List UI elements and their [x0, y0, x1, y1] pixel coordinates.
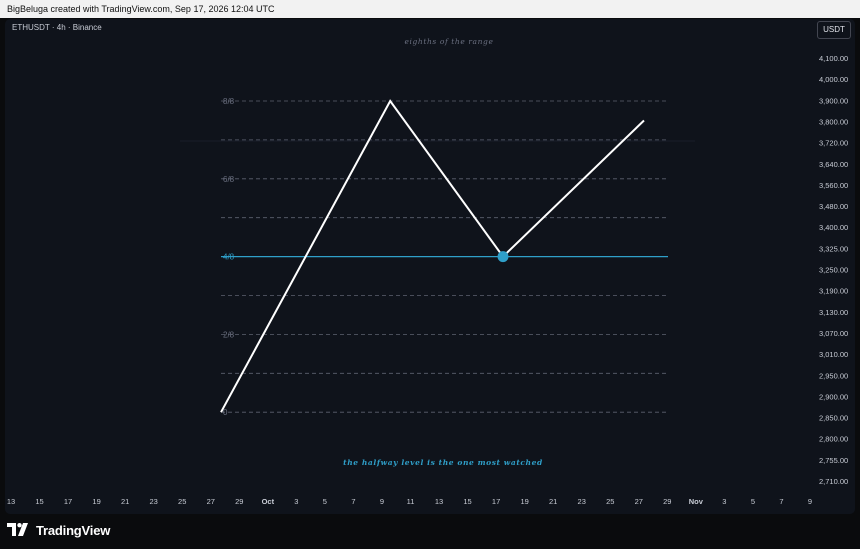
y-tick-label: 3,130.00 — [819, 308, 848, 317]
x-tick-label: 15 — [463, 497, 471, 506]
chart-title: eighths of the range — [404, 37, 493, 46]
y-tick-label: 4,100.00 — [819, 54, 848, 63]
y-tick-label: 2,850.00 — [819, 414, 848, 423]
x-tick-label: Oct — [262, 497, 275, 506]
y-tick-label: 3,325.00 — [819, 244, 848, 253]
series-line-0 — [220, 99, 645, 413]
y-tick-label: 4,000.00 — [819, 75, 848, 84]
y-tick-label: 2,710.00 — [819, 477, 848, 486]
x-tick-label: 17 — [492, 497, 500, 506]
brand-text: TradingView — [36, 522, 111, 538]
x-tick-label: 5 — [751, 497, 755, 506]
y-tick-label: 3,480.00 — [819, 202, 848, 211]
x-tick-label: 25 — [606, 497, 614, 506]
level-label: 6/8 — [223, 175, 235, 184]
x-tick-label: 29 — [235, 497, 243, 506]
level-label: 0 — [223, 408, 228, 417]
x-tick-label: 3 — [722, 497, 726, 506]
halfway-marker — [497, 251, 509, 263]
x-tick-label: 19 — [520, 497, 528, 506]
footer-brand: TradingView — [7, 521, 110, 539]
x-tick-label: 27 — [635, 497, 643, 506]
x-tick-label: 3 — [294, 497, 298, 506]
level-label: 8/8 — [223, 97, 235, 106]
level-label: 4/8 — [223, 253, 235, 262]
y-tick-label: 3,010.00 — [819, 350, 848, 359]
x-tick-label: 9 — [808, 497, 812, 506]
attribution-text: BigBeluga created with TradingView.com, … — [7, 4, 275, 14]
y-tick-label: 2,950.00 — [819, 371, 848, 380]
x-tick-label: 29 — [663, 497, 671, 506]
y-tick-label: 3,640.00 — [819, 160, 848, 169]
x-tick-label: 7 — [779, 497, 783, 506]
y-tick-label: 3,560.00 — [819, 181, 848, 190]
x-tick-label: 7 — [351, 497, 355, 506]
x-tick-label: 25 — [178, 497, 186, 506]
y-tick-label: 2,900.00 — [819, 392, 848, 401]
x-tick-label: 9 — [380, 497, 384, 506]
x-tick-label: Nov — [689, 497, 704, 506]
x-tick-label: 23 — [150, 497, 158, 506]
symbol-label[interactable]: ETHUSDT · 4h · Binance — [12, 23, 102, 32]
tradingview-logo-icon — [7, 523, 28, 536]
x-tick-label: 21 — [121, 497, 129, 506]
y-tick-label: 2,800.00 — [819, 435, 848, 444]
price-series — [220, 99, 645, 413]
x-tick-label: 13 — [435, 497, 443, 506]
price-axis[interactable]: 4,100.00 4,000.00 3,900.00 3,800.00 3,720.00… — [819, 54, 848, 486]
y-tick-label: 3,800.00 — [819, 117, 848, 126]
x-tick-label: 21 — [549, 497, 557, 506]
y-tick-label: 3,900.00 — [819, 96, 848, 105]
x-tick-label: 13 — [7, 497, 15, 506]
currency-button[interactable]: USDT — [817, 21, 851, 39]
x-tick-label: 5 — [323, 497, 327, 506]
x-tick-label: 17 — [64, 497, 72, 506]
chart-panel[interactable]: ETHUSDT · 4h · Binance USDT — [5, 19, 855, 514]
x-tick-label: 23 — [578, 497, 586, 506]
y-tick-label: 3,190.00 — [819, 287, 848, 296]
x-tick-label: 19 — [92, 497, 100, 506]
range-levels: 8/8 6/8 4/8 2/8 0 — [180, 97, 695, 417]
level-label: 2/8 — [223, 330, 235, 339]
x-tick-label: 11 — [407, 497, 415, 506]
y-tick-label: 3,400.00 — [819, 223, 848, 232]
y-tick-label: 3,070.00 — [819, 329, 848, 338]
x-tick-label: 15 — [35, 497, 43, 506]
x-tick-label: 27 — [207, 497, 215, 506]
y-tick-label: 3,720.00 — [819, 139, 848, 148]
y-tick-label: 3,250.00 — [819, 266, 848, 275]
attribution-bar: BigBeluga created with TradingView.com, … — [0, 0, 860, 18]
time-axis[interactable]: 13 15 17 19 21 23 25 27 29 Oct 3 5 7 9 11 13 15 17 19 21 23 2… — [7, 497, 812, 506]
y-tick-label: 2,755.00 — [819, 456, 848, 465]
chart-annotation: the halfway level is the one most watche… — [343, 458, 543, 467]
